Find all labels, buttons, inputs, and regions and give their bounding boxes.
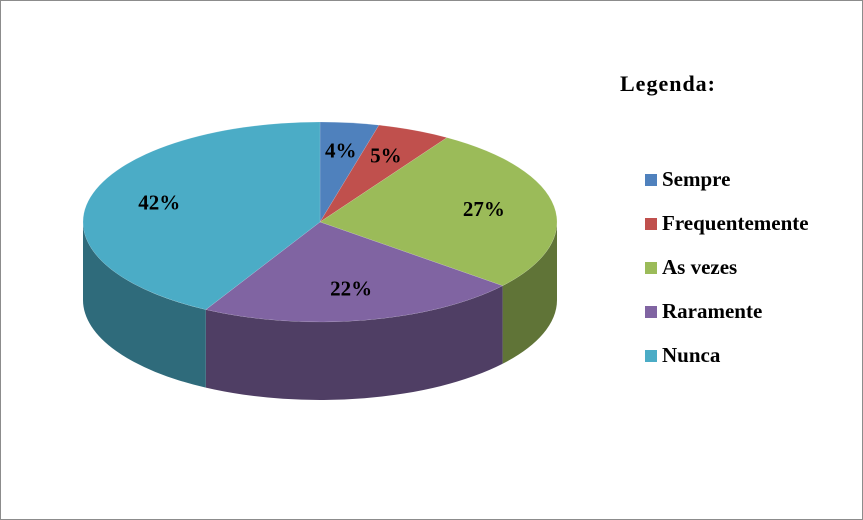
legend-swatch [645,306,657,318]
slice-side [83,222,206,388]
data-label: 27% [463,197,505,221]
slice-side [205,285,503,400]
slice-side [502,222,557,364]
slice [82,121,321,310]
legend-swatch [645,262,657,274]
data-label: 22% [330,277,372,301]
slice [319,137,558,287]
legend-label: Raramente [662,299,762,323]
slice [205,221,504,323]
legend-label: Sempre [662,167,730,191]
legend-title: Legenda: [620,71,716,96]
data-label: 4% [325,138,357,162]
legend-label: As vezes [662,255,737,279]
legend-swatch [645,174,657,186]
slice [319,121,380,223]
legend-label: Nunca [662,343,721,367]
data-label: 5% [370,144,402,168]
legend-label: Frequentemente [662,211,809,235]
slice [319,124,448,223]
data-label: 42% [138,190,180,214]
legend-swatch [645,218,657,230]
legend-swatch [645,350,657,362]
